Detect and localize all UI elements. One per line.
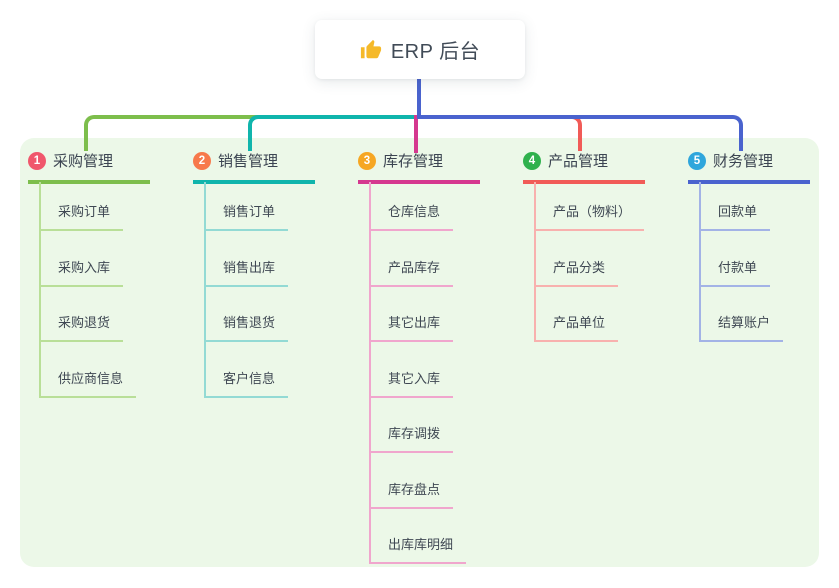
child-node[interactable]: 结算账户 (699, 314, 784, 342)
child-node[interactable]: 产品分类 (534, 259, 619, 287)
child-rail (369, 182, 371, 564)
branch-node-3[interactable]: 3 库存管理 (358, 150, 480, 184)
branch-node-1[interactable]: 1 采购管理 (28, 150, 150, 184)
child-node[interactable]: 销售订单 (204, 203, 289, 231)
branch-number-badge: 1 (28, 151, 46, 170)
child-node[interactable]: 其它入库 (369, 370, 454, 398)
connector-branch-2 (248, 115, 416, 151)
root-trunk-connector (417, 78, 421, 119)
child-rail (699, 182, 701, 342)
branch-node-5[interactable]: 5 财务管理 (688, 150, 810, 184)
branch-number-badge: 2 (193, 151, 211, 170)
child-rail (204, 182, 206, 398)
branch-number-badge: 5 (688, 151, 706, 170)
thumbs-up-icon (360, 39, 381, 58)
child-rail (39, 182, 41, 398)
connector-branch-3 (414, 115, 418, 153)
child-node[interactable]: 供应商信息 (39, 370, 137, 398)
child-node[interactable]: 回款单 (699, 203, 771, 231)
branch-node-2[interactable]: 2 销售管理 (193, 150, 315, 184)
branches-background-panel (20, 138, 819, 567)
branch-title: 库存管理 (383, 153, 444, 170)
connector-branch-5 (420, 115, 743, 151)
child-node[interactable]: 产品库存 (369, 259, 454, 287)
child-node[interactable]: 销售退货 (204, 314, 289, 342)
branch-title: 销售管理 (218, 153, 279, 170)
child-node[interactable]: 产品（物料） (534, 203, 645, 231)
root-node-label: ERP 后台 (390, 41, 481, 63)
branch-number-badge: 4 (523, 151, 541, 170)
root-node[interactable]: ERP 后台 (315, 20, 525, 79)
branch-title: 采购管理 (53, 153, 114, 170)
child-node[interactable]: 仓库信息 (369, 203, 454, 231)
child-node[interactable]: 产品单位 (534, 314, 619, 342)
child-node[interactable]: 库存盘点 (369, 481, 454, 509)
child-node[interactable]: 出库库明细 (369, 536, 467, 564)
branch-number-badge: 3 (358, 151, 376, 170)
child-node[interactable]: 付款单 (699, 259, 771, 287)
child-node[interactable]: 销售出库 (204, 259, 289, 287)
child-node[interactable]: 库存调拨 (369, 425, 454, 453)
thumbs-up-path (360, 39, 381, 58)
child-node[interactable]: 采购退货 (39, 314, 124, 342)
child-node[interactable]: 客户信息 (204, 370, 289, 398)
child-node[interactable]: 采购入库 (39, 259, 124, 287)
branch-title: 财务管理 (713, 153, 774, 170)
child-node[interactable]: 其它出库 (369, 314, 454, 342)
child-node[interactable]: 采购订单 (39, 203, 124, 231)
child-rail (534, 182, 536, 342)
branch-node-4[interactable]: 4 产品管理 (523, 150, 645, 184)
branch-title: 产品管理 (548, 153, 609, 170)
